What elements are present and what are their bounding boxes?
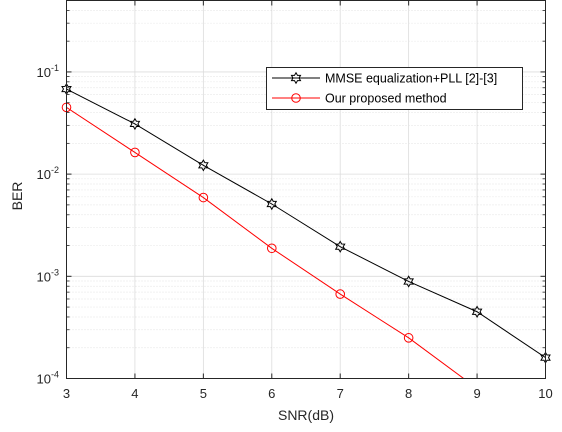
data-point <box>335 289 346 299</box>
x-tick-label: 5 <box>200 386 207 401</box>
data-point <box>403 333 414 343</box>
data-point <box>129 117 141 131</box>
ticks <box>66 0 546 379</box>
data-point <box>266 243 277 254</box>
y-tick-exponent: -2 <box>51 165 59 175</box>
data-point <box>471 305 483 318</box>
series-line <box>66 106 465 379</box>
y-tick-exponent: -1 <box>51 63 59 73</box>
data-point <box>130 147 140 158</box>
x-tick-label: 8 <box>405 386 412 401</box>
data-point <box>197 159 209 172</box>
x-tick-label: 9 <box>473 386 480 401</box>
x-tick-label: 10 <box>538 386 552 401</box>
legend-box <box>266 67 523 110</box>
data-point <box>403 275 415 288</box>
legend-label-proposed: Our proposed method <box>325 92 447 106</box>
plot-area <box>66 0 546 379</box>
plot-frame <box>66 0 546 379</box>
y-tick-base: 10 <box>37 372 51 387</box>
legend-marker-proposed <box>291 93 301 103</box>
data-point <box>291 93 301 103</box>
series-line <box>66 88 546 359</box>
x-tick-label: 6 <box>268 386 275 401</box>
data-point <box>334 240 346 253</box>
series-1 <box>61 102 465 379</box>
y-tick-exponent: -3 <box>51 267 59 277</box>
y-tick-label: 10-3 <box>37 267 59 284</box>
data-point <box>290 71 302 85</box>
x-tick-label: 4 <box>131 386 138 401</box>
legend-marker-mmse <box>290 71 302 85</box>
legend: MMSE equalization+PLL [2]-[3] Our propos… <box>266 67 523 110</box>
y-axis-label: BER <box>9 182 25 211</box>
x-axis-label: SNR(dB) <box>278 407 334 423</box>
series-0 <box>61 82 551 364</box>
x-tick-label: 7 <box>337 386 344 401</box>
series-layer <box>61 82 551 379</box>
y-tick-base: 10 <box>37 167 51 182</box>
legend-label-mmse: MMSE equalization+PLL [2]-[3] <box>325 72 497 86</box>
y-tick-label: 10-2 <box>37 165 59 182</box>
y-tick-label: 10-4 <box>37 370 59 387</box>
y-tick-base: 10 <box>37 65 51 80</box>
y-tick-exponent: -4 <box>51 370 59 380</box>
y-tick-label: 10-1 <box>37 63 59 80</box>
y-tick-base: 10 <box>37 269 51 284</box>
x-tick-label: 3 <box>63 386 70 401</box>
data-point <box>266 197 278 211</box>
data-point <box>198 192 209 203</box>
